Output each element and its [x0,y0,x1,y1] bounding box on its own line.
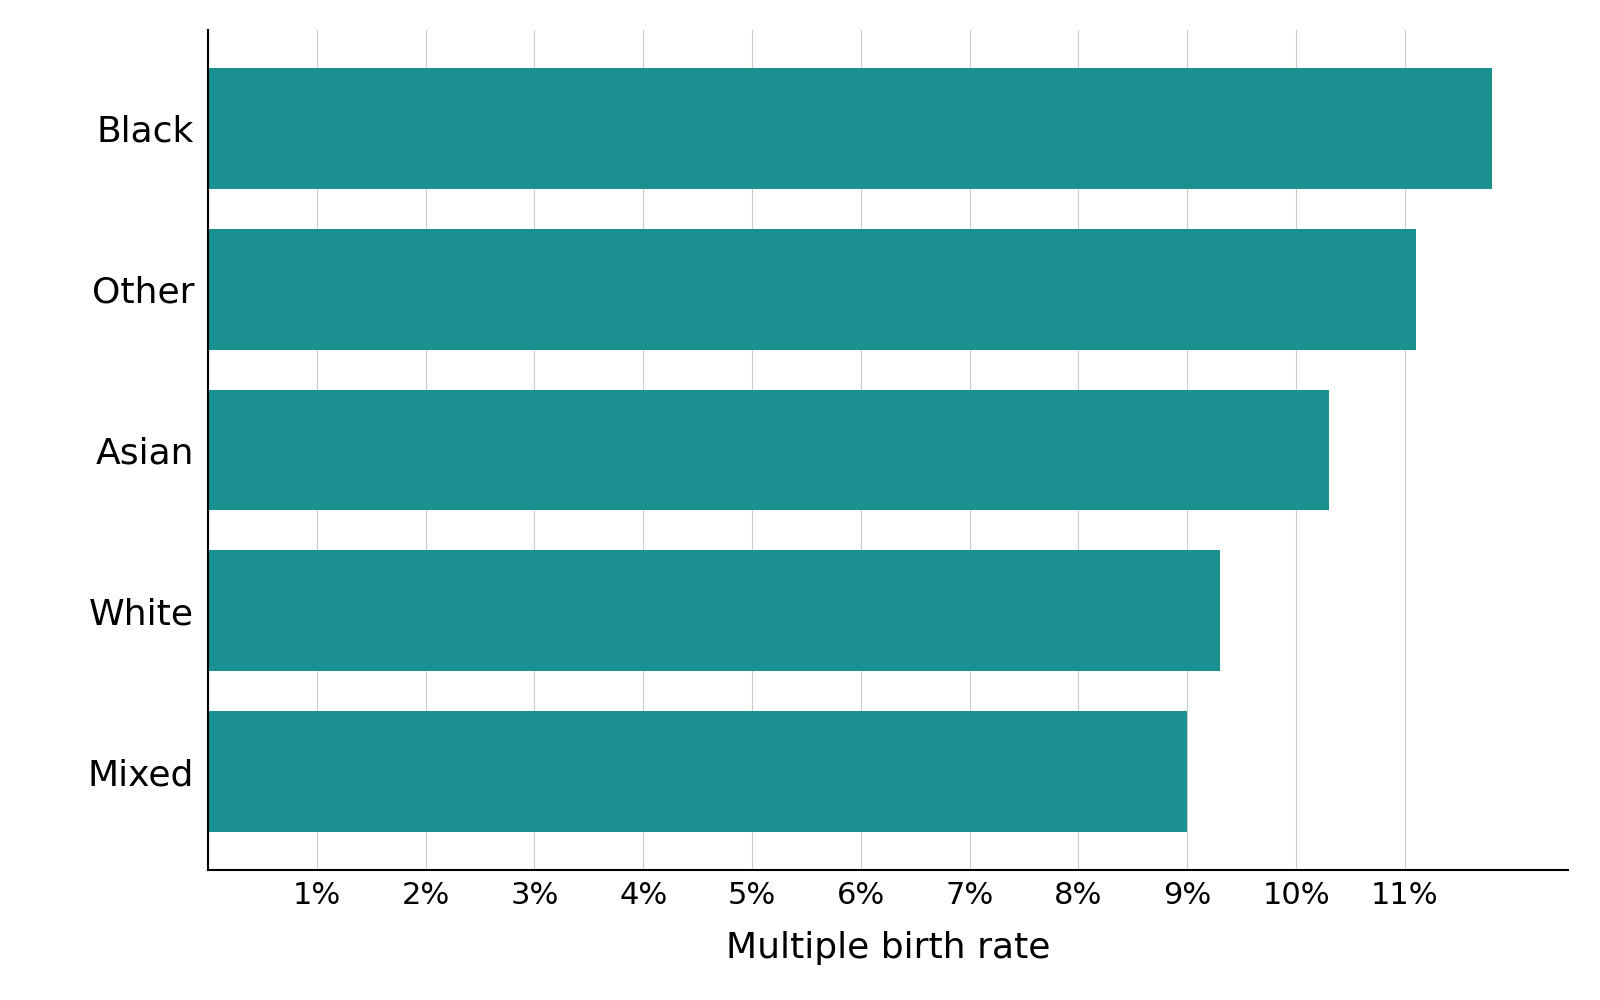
Bar [208,390,1328,510]
Bar [208,711,1187,832]
X-axis label: Multiple birth rate: Multiple birth rate [726,931,1050,965]
Bar [208,229,1416,350]
Bar [208,68,1491,189]
Bar [208,550,1219,671]
